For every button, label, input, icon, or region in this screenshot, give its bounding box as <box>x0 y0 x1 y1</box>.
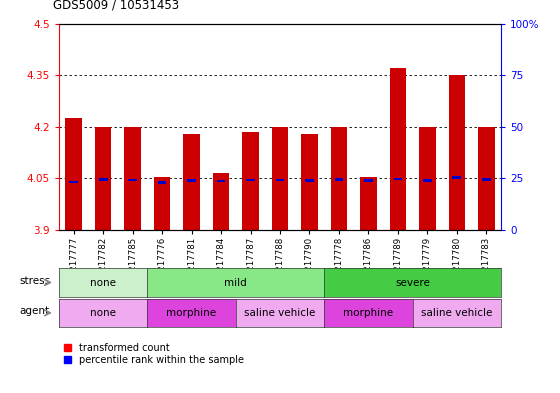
Text: morphine: morphine <box>166 308 217 318</box>
Bar <box>184 134 199 230</box>
Bar <box>331 127 347 230</box>
Bar <box>66 118 82 230</box>
Bar <box>423 180 432 182</box>
Bar <box>419 127 436 230</box>
Bar <box>187 180 196 182</box>
Text: severe: severe <box>395 277 430 288</box>
Bar <box>99 178 108 181</box>
Bar <box>157 181 166 184</box>
Bar <box>128 179 137 181</box>
Bar <box>213 173 229 230</box>
Text: saline vehicle: saline vehicle <box>421 308 493 318</box>
Bar <box>95 127 111 230</box>
Bar <box>154 176 170 230</box>
Text: saline vehicle: saline vehicle <box>244 308 316 318</box>
Bar <box>301 134 318 230</box>
Bar <box>394 178 403 180</box>
Bar <box>272 127 288 230</box>
Bar <box>124 127 141 230</box>
Text: stress: stress <box>20 276 51 286</box>
Bar <box>452 176 461 179</box>
Bar <box>69 180 78 183</box>
Text: GDS5009 / 10531453: GDS5009 / 10531453 <box>53 0 179 12</box>
Bar <box>478 127 494 230</box>
Text: agent: agent <box>20 307 50 316</box>
Bar <box>334 178 343 181</box>
Text: mild: mild <box>225 277 247 288</box>
Bar <box>361 176 376 230</box>
Text: morphine: morphine <box>343 308 394 318</box>
Bar <box>364 180 373 182</box>
Text: none: none <box>90 277 116 288</box>
Bar <box>305 180 314 182</box>
Bar <box>449 75 465 230</box>
Bar <box>242 132 259 230</box>
Text: none: none <box>90 308 116 318</box>
Bar <box>217 180 226 182</box>
Bar <box>276 179 284 181</box>
Bar <box>246 179 255 181</box>
Bar <box>390 68 406 230</box>
Bar <box>482 178 491 181</box>
Legend: transformed count, percentile rank within the sample: transformed count, percentile rank withi… <box>64 343 244 365</box>
